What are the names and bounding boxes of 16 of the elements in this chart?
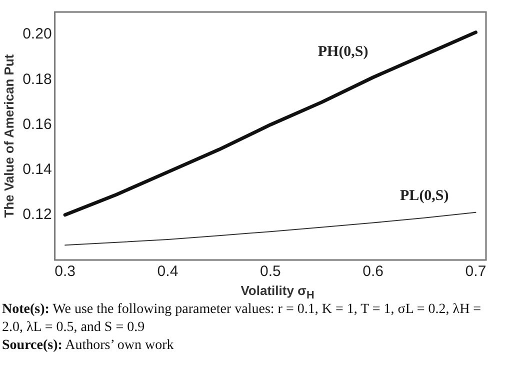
series-label: PH(0,S) bbox=[318, 44, 368, 60]
series-label: PL(0,S) bbox=[400, 188, 449, 204]
y-tick-label: 0.18 bbox=[22, 70, 52, 88]
source-note: Source(s): Authors’ own work bbox=[2, 337, 175, 355]
y-tick-label: 0.12 bbox=[22, 206, 52, 224]
x-tick-label: 0.7 bbox=[465, 263, 486, 280]
x-tick-label: 0.6 bbox=[362, 263, 384, 280]
x-tick-label: 0.3 bbox=[54, 263, 76, 280]
y-axis-title: The Value of American Put bbox=[1, 54, 16, 218]
x-tick-label: 0.4 bbox=[157, 263, 178, 280]
y-tick-label: 0.16 bbox=[22, 116, 52, 133]
text: Note(s): We use the following parameter values: r = 0.1, K = 1, T = 1, σL = 0.2, λH = 2.0, λL = 0.5, and S = 0.9 bbox=[2, 301, 482, 337]
y-tick-label: 0.20 bbox=[22, 26, 52, 43]
x-tick-label: 0.5 bbox=[260, 263, 281, 280]
x-axis-title: Volatility σ$_{H}$ bbox=[240, 283, 316, 302]
y-tick-label: 0.14 bbox=[22, 160, 52, 178]
